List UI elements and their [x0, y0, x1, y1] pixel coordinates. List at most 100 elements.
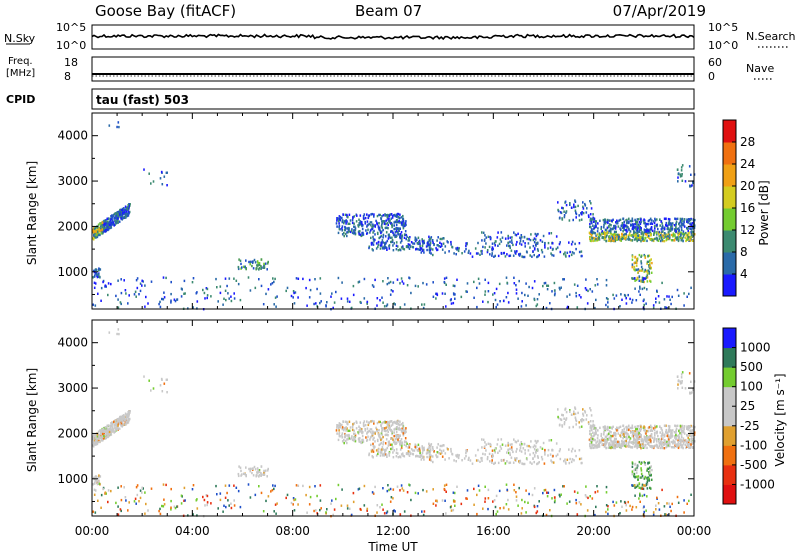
power-echo-cell [532, 250, 534, 253]
power-echo-cell [107, 293, 109, 297]
velocity-echo-cell [392, 421, 394, 425]
velocity-echo-cell [95, 478, 97, 482]
velocity-echo-cell [233, 499, 235, 502]
power-echo-cell [611, 233, 614, 236]
velocity-echo-cell [93, 434, 96, 438]
power-echo-cell [466, 243, 468, 246]
power-echo-cell [165, 276, 167, 280]
velocity-echo-cell [507, 448, 510, 451]
velocity-echo-cell [388, 424, 390, 427]
power-echo-cell [589, 213, 592, 216]
velocity-echo-cell [564, 458, 566, 461]
velocity-echo-cell [373, 420, 375, 423]
velocity-echo-cell [251, 467, 253, 471]
velocity-echo-cell [625, 431, 627, 435]
velocity-echo-cell [523, 462, 526, 466]
velocity-echo-cell [348, 507, 351, 510]
velocity-echo-cell [511, 448, 513, 451]
power-echo-cell [245, 259, 247, 262]
power-echo-cell [687, 232, 690, 235]
velocity-echo-cell [331, 499, 333, 502]
velocity-echo-cell [609, 436, 611, 439]
velocity-echo-cell [492, 454, 494, 457]
velocity-echo-cell [379, 437, 381, 440]
velocity-echo-cell [524, 449, 526, 452]
power-echo-cell [663, 298, 666, 301]
power-echo-cell [386, 213, 389, 217]
power-echo-cell [403, 233, 406, 236]
velocity-echo-cell [119, 416, 121, 419]
velocity-echo-cell [641, 494, 644, 498]
power-echo-cell [558, 286, 561, 290]
power-echo-cell [634, 226, 636, 229]
velocity-echo-cell [106, 430, 108, 433]
power-echo-cell [379, 247, 382, 250]
power-echo-cell [417, 285, 419, 288]
power-echo-cell [346, 234, 348, 238]
velocity-echo-cell [402, 454, 404, 457]
power-echo-cell [575, 291, 577, 295]
velocity-echo-cell [645, 437, 648, 440]
velocity-echo-cell [680, 381, 683, 385]
power-echo-cell [341, 216, 343, 220]
power-echo-cell [646, 239, 648, 243]
velocity-echo-cell [562, 414, 564, 417]
velocity-echo-cell [461, 459, 463, 462]
velocity-echo-cell [560, 418, 563, 422]
velocity-echo-cell [570, 450, 573, 453]
power-echo-cell [335, 290, 337, 294]
power-echo-cell [616, 222, 618, 225]
power-echo-cell [496, 236, 499, 239]
velocity-echo-cell [620, 435, 622, 439]
power-echo-cell [351, 231, 354, 234]
velocity-echo-cell [590, 441, 593, 444]
velocity-echo-cell [509, 451, 511, 455]
power-echo-cell [508, 254, 510, 258]
velocity-echo-cell [500, 447, 503, 450]
velocity-echo-cell [355, 427, 358, 430]
power-echo-cell [163, 291, 165, 294]
velocity-echo-cell [96, 433, 99, 436]
power-echo-cell [403, 303, 406, 306]
power-echo-cell [589, 288, 591, 291]
power-echo-cell [267, 260, 269, 264]
velocity-echo-cell [690, 391, 692, 395]
power-echo-cell [526, 237, 528, 241]
power-echo-cell [682, 230, 685, 233]
power-echo-cell [559, 250, 562, 254]
velocity-echo-cell [93, 441, 95, 444]
velocity-echo-cell [656, 425, 658, 428]
power-echo-cell [568, 254, 571, 258]
velocity-echo-cell [601, 437, 604, 440]
power-echo-cell [666, 227, 669, 230]
velocity-echo-cell [628, 435, 630, 439]
velocity-echo-cell [622, 433, 625, 436]
power-echo-cell [347, 231, 349, 234]
power-echo-cell [616, 235, 618, 238]
power-echo-cell [450, 243, 452, 246]
power-echo-cell [621, 226, 624, 230]
power-echo-cell [382, 233, 385, 237]
velocity-echo-cell [646, 446, 648, 450]
power-echo-cell [237, 282, 240, 286]
power-echo-cell [375, 247, 378, 250]
power-echo-cell [657, 295, 660, 298]
velocity-echo-cell [684, 443, 687, 447]
power-echo-cell [426, 242, 429, 245]
velocity-echo-cell [441, 455, 444, 458]
velocity-echo-cell [515, 441, 518, 444]
power-echo-cell [363, 277, 366, 281]
velocity-echo-cell [682, 437, 685, 440]
velocity-echo-cell [689, 425, 692, 429]
velocity-echo-cell [292, 503, 294, 506]
power-echo-cell [680, 239, 683, 242]
velocity-echo-cell [555, 454, 558, 458]
velocity-echo-cell [584, 411, 587, 414]
power-echo-cell [667, 222, 670, 225]
power-echo-cell [544, 281, 547, 285]
power-echo-cell [345, 222, 347, 225]
power-echo-cell [608, 223, 611, 226]
y-tick-label: 3000 [57, 174, 88, 188]
velocity-echo-cell [123, 414, 125, 417]
